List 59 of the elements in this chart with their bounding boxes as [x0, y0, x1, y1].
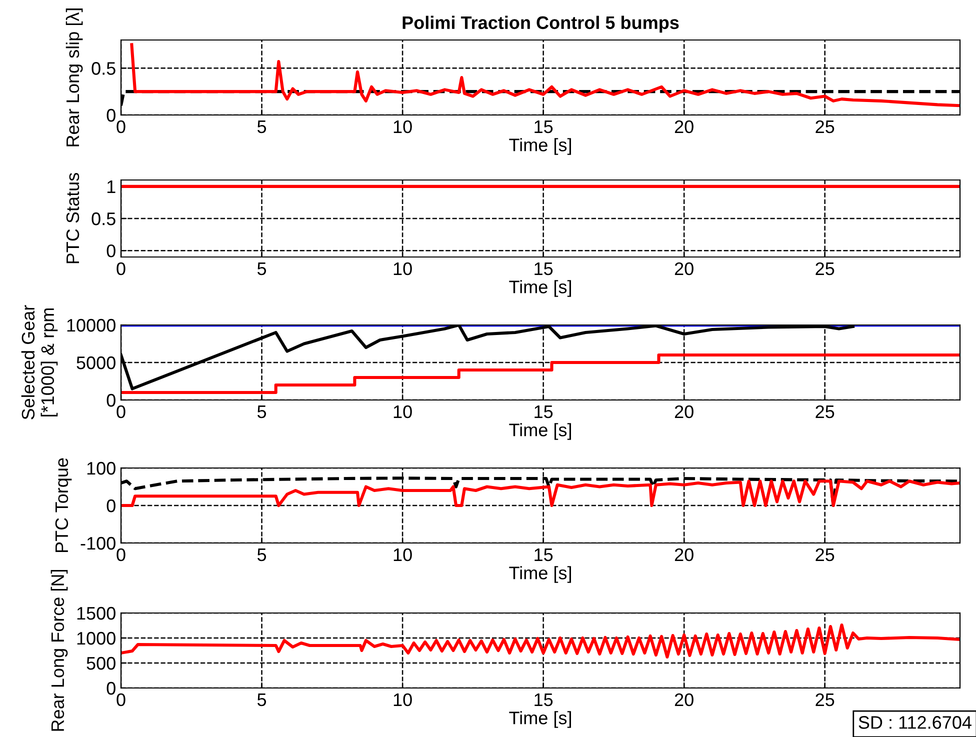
y-tick-label: -100	[80, 536, 116, 550]
x-tick-label: 0	[116, 262, 126, 276]
x-tick-label: 25	[816, 262, 834, 276]
y-tick-label: 100	[87, 462, 116, 475]
x-tick-label: 25	[816, 693, 834, 706]
line-series	[121, 623, 960, 659]
y-tick-label: 0	[106, 244, 116, 258]
x-tick-label: 10	[394, 120, 412, 134]
y-tick-label: 5000	[76, 356, 116, 370]
y-axis-title: Rear Long Force [N]	[50, 570, 68, 731]
x-tick-label: 15	[534, 548, 553, 562]
x-tick-label: 25	[816, 405, 834, 418]
y-tick-label: 1000	[77, 632, 116, 645]
x-axis-title: Time [s]	[509, 566, 571, 583]
y-axis-title: Selected Gear [*1000] & rpm	[21, 305, 58, 420]
x-tick-label: 5	[257, 694, 266, 706]
x-tick-label: 25	[816, 120, 834, 134]
x-axis-title: Time [s]	[509, 711, 571, 728]
y-axis-title: PTC Torque	[55, 458, 72, 552]
x-tick-label: 20	[674, 262, 694, 276]
y-tick-label: 10000	[67, 318, 116, 332]
x-tick-label: 5	[257, 120, 266, 134]
x-tick-label: 0	[116, 693, 126, 706]
x-axis-title: Time [s]	[509, 280, 571, 297]
x-axis-title: Time [s]	[509, 423, 571, 440]
text: SD : 112.6704	[858, 716, 972, 729]
y-tick-label: 500	[86, 656, 116, 670]
x-tick-label: 0	[116, 548, 126, 562]
x-tick-label: 10	[394, 262, 412, 276]
x-tick-label: 15	[534, 694, 553, 706]
x-tick-label: 5	[257, 262, 266, 276]
x-tick-label: 5	[257, 406, 266, 418]
x-tick-label: 20	[674, 693, 694, 706]
y-tick-label: 0.5	[92, 62, 116, 75]
chart-title: Polimi Traction Control 5 bumps	[402, 16, 679, 33]
x-tick-label: 20	[674, 405, 694, 418]
x-tick-label: 15	[534, 262, 553, 276]
x-tick-label: 15	[534, 120, 553, 134]
y-tick-label: 1	[107, 180, 116, 193]
x-tick-label: 10	[394, 693, 412, 706]
x-tick-label: 15	[534, 406, 553, 418]
x-tick-label: 5	[257, 548, 266, 562]
line-series	[130, 43, 960, 108]
y-axis-title: PTC Status	[66, 172, 80, 264]
x-tick-label: 25	[816, 548, 834, 562]
x-tick-label: 20	[674, 120, 694, 134]
x-tick-label: 0	[116, 405, 126, 418]
y-tick-label: 0.5	[92, 212, 116, 226]
x-tick-label: 10	[394, 405, 412, 418]
y-axis-title: Rear Long slip [λ]	[66, 8, 83, 146]
x-tick-label: 20	[674, 548, 694, 562]
y-tick-label: 0	[106, 394, 116, 407]
x-axis-title: Time [s]	[509, 138, 571, 155]
x-tick-label: 10	[394, 548, 412, 562]
x-tick-label: 0	[116, 120, 126, 134]
y-tick-label: 0	[106, 682, 116, 695]
y-tick-label: 1500	[77, 606, 116, 620]
y-tick-label: 0	[106, 499, 116, 512]
y-tick-label: 0	[106, 108, 116, 122]
